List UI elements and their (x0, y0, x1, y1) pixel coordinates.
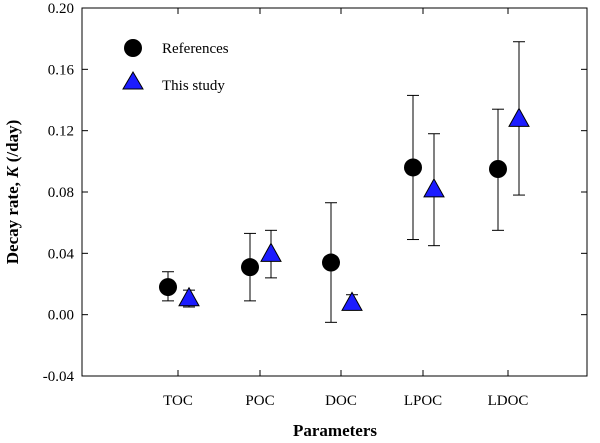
x-tick-label: TOC (163, 393, 193, 409)
y-tick-label: 0.08 (48, 185, 74, 201)
legend-label-this-study: This study (162, 78, 225, 94)
x-tick-label: POC (245, 393, 274, 409)
point-this-study (508, 107, 530, 127)
x-tick-label: LPOC (404, 393, 442, 409)
plot-frame (81, 7, 588, 377)
point-this-study (178, 286, 200, 307)
point-references (404, 158, 422, 177)
legend-marker-references (124, 39, 142, 57)
x-tick-label: DOC (325, 393, 357, 409)
x-axis-title: Parameters (293, 421, 377, 440)
y-tick-label: 0.12 (48, 124, 74, 140)
y-axis-title: Decay rate, K (/day) (3, 120, 22, 264)
data-markers (159, 107, 530, 311)
x-axis: TOC POC DOC LPOC LDOC (163, 8, 528, 409)
point-this-study (423, 177, 445, 198)
legend-label-references: References (162, 41, 229, 57)
point-references (241, 258, 259, 277)
point-references (322, 253, 340, 272)
point-this-study (260, 242, 282, 262)
y-tick-label: 0.04 (48, 246, 75, 262)
legend: References This study (122, 39, 229, 94)
point-references (159, 278, 177, 297)
y-axis: -0.04 0.00 0.04 0.08 0.12 0.16 0.20 (43, 1, 587, 385)
y-tick-label: 0.20 (48, 1, 74, 17)
x-tick-label: LDOC (488, 393, 529, 409)
y-tick-label: -0.04 (43, 369, 75, 385)
y-tick-label: 0.00 (48, 308, 74, 324)
legend-marker-this-study (122, 71, 144, 90)
y-tick-label: 0.16 (48, 62, 75, 78)
point-references (489, 160, 507, 178)
point-this-study (341, 291, 363, 311)
